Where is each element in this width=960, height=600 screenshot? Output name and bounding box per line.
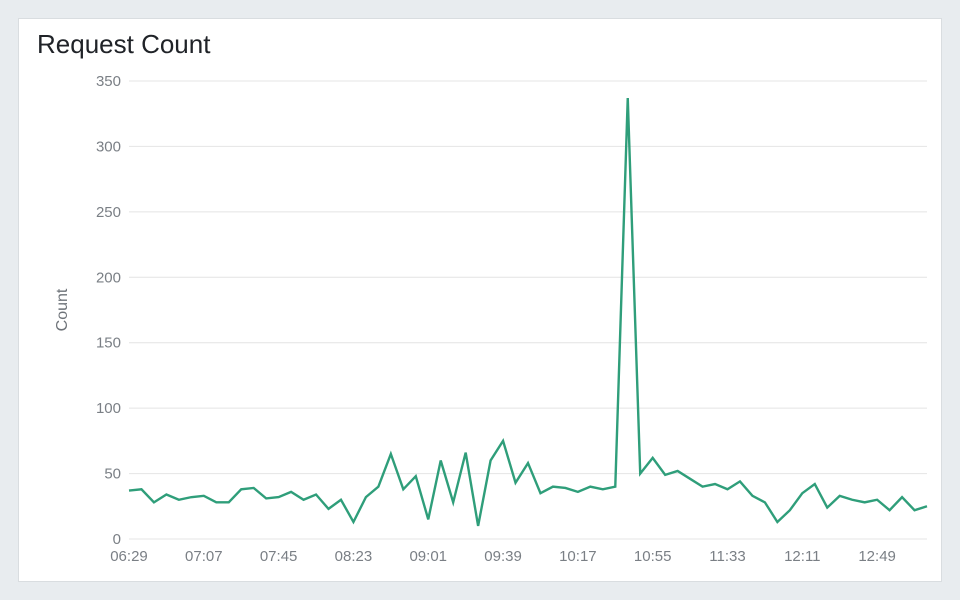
- x-axis: 06:29 07:07 07:45 08:23 09:01 09:39 10:17 10:55…: [110, 548, 896, 565]
- y-axis: 0 50 100 150 200 250 300 350: [96, 73, 121, 548]
- x-tick-label: 12:49: [858, 548, 896, 565]
- y-tick-label: 200: [96, 269, 121, 286]
- x-tick-label: 07:45: [260, 548, 298, 565]
- y-tick-label: 100: [96, 400, 121, 417]
- gridlines: [129, 81, 927, 539]
- line-series: [129, 98, 927, 526]
- y-tick-label: 150: [96, 335, 121, 352]
- x-tick-label: 09:39: [484, 548, 522, 565]
- y-tick-label: 300: [96, 138, 121, 155]
- x-tick-label: 08:23: [335, 548, 373, 565]
- y-tick-label: 50: [104, 466, 121, 483]
- y-tick-label: 350: [96, 73, 121, 90]
- chart-area: 0 50 100 150 200 250 300 350 06:29 07:07 07:45 08:2…: [19, 19, 941, 581]
- y-tick-label: 0: [113, 531, 121, 548]
- y-tick-label: 250: [96, 204, 121, 221]
- x-tick-label: 10:17: [559, 548, 597, 565]
- x-tick-label: 09:01: [409, 548, 447, 565]
- x-tick-label: 12:11: [784, 548, 820, 565]
- x-tick-label: 07:07: [185, 548, 223, 565]
- chart-svg: 0 50 100 150 200 250 300 350 06:29 07:07 07:45 08:2…: [19, 19, 943, 583]
- x-tick-label: 06:29: [110, 548, 148, 565]
- x-tick-label: 11:33: [709, 548, 745, 565]
- x-tick-label: 10:55: [634, 548, 672, 565]
- y-axis-label: Count: [54, 288, 71, 331]
- chart-panel: Request Count 05010015020025030035006:29…: [18, 18, 942, 582]
